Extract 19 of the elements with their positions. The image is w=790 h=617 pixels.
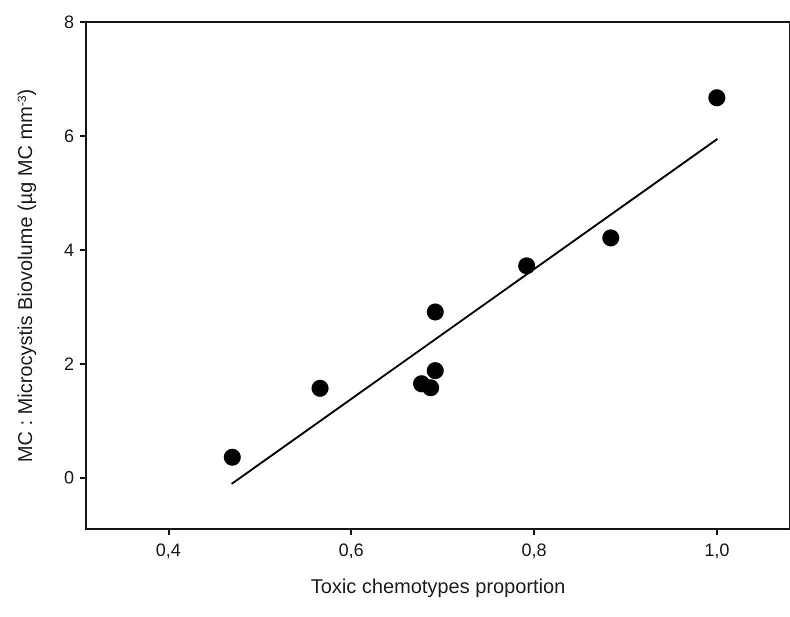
x-tick-label: 1,0 [704, 540, 730, 560]
x-tick-label: 0,8 [521, 540, 547, 560]
point [426, 362, 444, 380]
x-axis-title: Toxic chemotypes proportion [310, 576, 566, 598]
y-tick-label: 4 [64, 240, 74, 260]
y-tick-label: 8 [64, 12, 74, 32]
y-tick-label: 2 [64, 354, 74, 374]
point [602, 229, 620, 246]
point [708, 89, 726, 106]
y-tick-label: 6 [64, 126, 74, 146]
point [426, 303, 444, 320]
point [224, 448, 241, 466]
y-tick-label: 0 [64, 468, 74, 488]
x-tick-label: 0,6 [338, 540, 364, 560]
point [312, 380, 329, 397]
point [422, 379, 440, 396]
point [518, 257, 536, 274]
x-tick-label: 0,4 [156, 540, 181, 560]
y-axis-title: MC : Microcystis Biovolume (µg MC mm-3) [15, 88, 37, 462]
